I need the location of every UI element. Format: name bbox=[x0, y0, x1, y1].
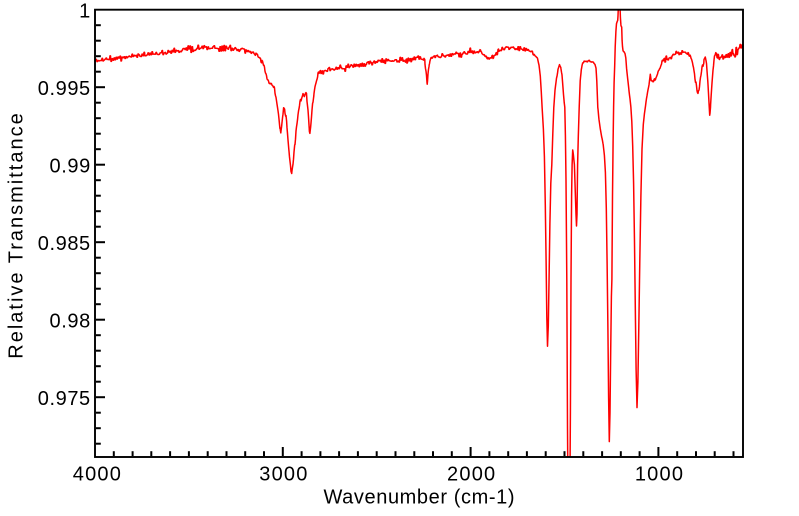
svg-text:0.995: 0.995 bbox=[38, 78, 91, 100]
svg-text:1: 1 bbox=[79, 1, 91, 23]
svg-text:2000: 2000 bbox=[447, 464, 496, 486]
svg-text:0.98: 0.98 bbox=[49, 311, 90, 333]
svg-text:Relative Transmittance: Relative Transmittance bbox=[6, 111, 28, 358]
svg-text:0.975: 0.975 bbox=[38, 388, 91, 410]
svg-text:1000: 1000 bbox=[635, 464, 684, 486]
svg-text:Wavenumber (cm-1): Wavenumber (cm-1) bbox=[323, 487, 515, 509]
svg-text:0.985: 0.985 bbox=[38, 233, 91, 255]
svg-text:3000: 3000 bbox=[259, 464, 308, 486]
svg-text:4000: 4000 bbox=[73, 464, 122, 486]
svg-text:0.99: 0.99 bbox=[49, 156, 90, 178]
